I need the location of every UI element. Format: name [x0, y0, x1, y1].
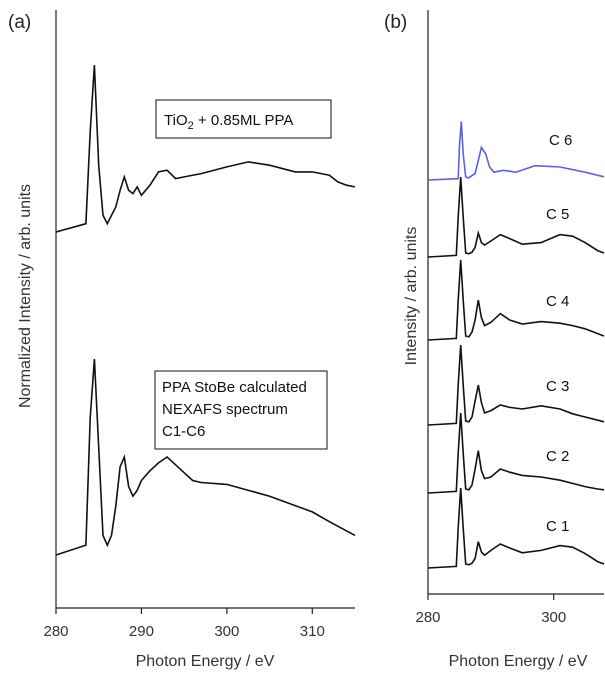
- panel-a-y-axis-title: Normalized Intensity / arb. units: [17, 184, 34, 408]
- panel-b-series-c3-line: [427, 344, 605, 426]
- annotation-tio2-part1: TiO: [164, 112, 188, 129]
- series-label-c6: C 6: [549, 132, 572, 149]
- panel-b-x-tick-label: 280: [415, 609, 440, 626]
- panel-b-x-tick-label: 300: [541, 609, 566, 626]
- annotation-box-stobe: PPA StoBe calculated NEXAFS spectrum C1-…: [154, 370, 328, 450]
- annotation-stobe-line2: NEXAFS spectrum: [162, 401, 288, 418]
- panel-a-series-stobe-calculated-line: [55, 358, 356, 556]
- series-label-c1: C 1: [546, 518, 569, 535]
- panel-b-series-c6-line: [427, 121, 605, 181]
- annotation-tio2-part2: + 0.85ML PPA: [194, 112, 294, 129]
- panel-a-x-tick-label: 280: [43, 623, 68, 640]
- panel-a-x-axis-title: Photon Energy / eV: [136, 653, 275, 670]
- panel-a-ticks: 280 290 300 310: [43, 608, 325, 640]
- panel-b-x-axis-title: Photon Energy / eV: [449, 653, 588, 670]
- panel-a: (a) 280 290 300 310 Photon Energy / eV Norm…: [8, 10, 356, 670]
- annotation-stobe-line1: PPA StoBe calculated: [162, 379, 307, 396]
- annotation-box-stobe-frame: [154, 370, 328, 450]
- series-label-c3: C 3: [546, 378, 569, 395]
- panel-a-x-tick-label: 300: [214, 623, 239, 640]
- annotation-tio2-subscript: 2: [188, 120, 194, 132]
- annotation-box-tio2: TiO2 + 0.85ML PPA: [155, 99, 332, 139]
- series-label-c2: C 2: [546, 448, 569, 465]
- panel-b-series-c5-line: [427, 176, 605, 258]
- panel-b: (b) 280 300 Photon Energy / eV Intensity …: [384, 10, 605, 670]
- panel-b-series-c4-line: [427, 259, 605, 341]
- panel-b-ticks: 280 300: [415, 594, 566, 626]
- series-label-c4: C 4: [546, 293, 569, 310]
- panel-b-series-c1-line: [427, 487, 605, 569]
- panel-b-label: (b): [384, 12, 407, 33]
- panel-a-label: (a): [8, 12, 31, 33]
- panel-b-series-c2-line: [427, 412, 605, 494]
- panel-a-x-tick-label: 290: [129, 623, 154, 640]
- annotation-tio2-text: TiO2 + 0.85ML PPA: [164, 112, 293, 132]
- panel-a-series-tio2-ppa-line: [55, 64, 356, 233]
- panel-a-x-tick-label: 310: [300, 623, 325, 640]
- panel-b-y-axis-title: Intensity / arb. units: [403, 227, 420, 366]
- annotation-stobe-line3: C1-C6: [162, 423, 205, 440]
- annotation-box-tio2-frame: [155, 99, 332, 139]
- series-label-c5: C 5: [546, 206, 569, 223]
